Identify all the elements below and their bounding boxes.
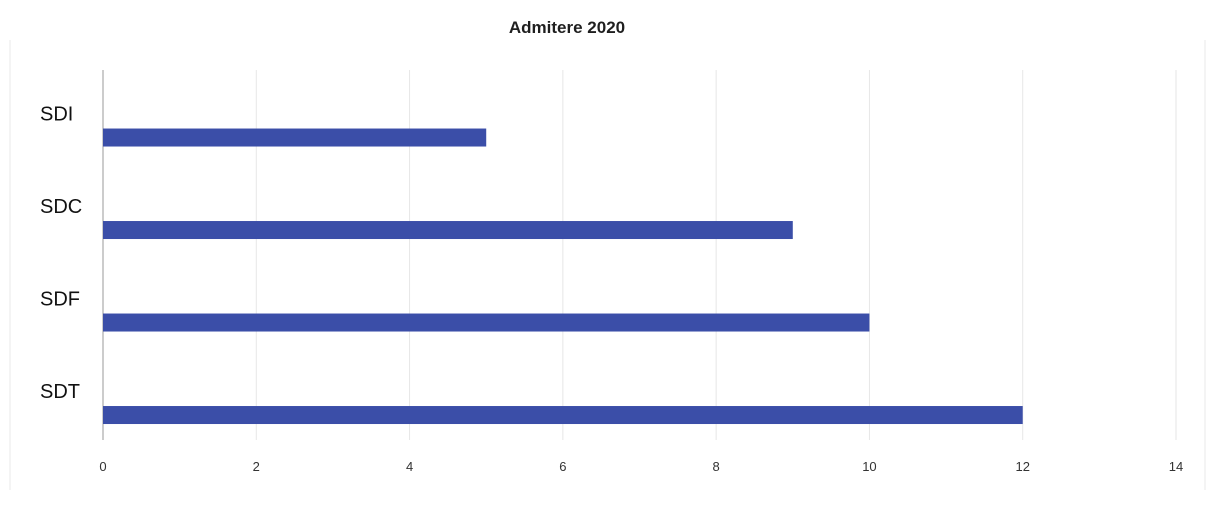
chart-frame (9, 40, 1206, 490)
x-tick-label: 10 (862, 459, 876, 474)
bar-sdf (103, 313, 870, 332)
bar-sdi (103, 128, 487, 147)
x-tick-label: 12 (1015, 459, 1029, 474)
category-label: SDC (40, 196, 82, 218)
chart-title: Admitere 2020 (509, 18, 625, 37)
x-tick-label: 14 (1169, 459, 1183, 474)
x-tick-label: 2 (253, 459, 260, 474)
x-tick-label: 4 (406, 459, 413, 474)
category-label: SDT (40, 381, 80, 403)
category-labels: SDI SDC SDF SDT (40, 104, 82, 403)
bars (103, 128, 1023, 425)
category-label: SDF (40, 289, 80, 311)
bar-sdc (103, 221, 793, 240)
gridlines (102, 70, 1177, 440)
category-label: SDI (40, 104, 73, 126)
x-tick-label: 6 (559, 459, 566, 474)
bar-sdt (103, 406, 1023, 425)
x-axis-tick-labels: 0 2 4 6 8 10 12 14 (99, 459, 1183, 474)
x-tick-label: 0 (99, 459, 106, 474)
x-tick-label: 8 (713, 459, 720, 474)
